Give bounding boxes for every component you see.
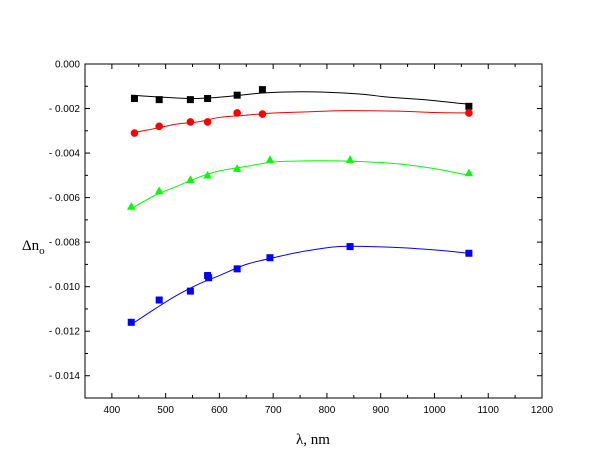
data-point-3 <box>155 296 163 304</box>
data-point-0 <box>258 86 266 94</box>
data-point-1 <box>155 122 163 131</box>
data-point-3 <box>186 287 194 295</box>
y-tick-labels: 0.000 - 0.002 - 0.004 - 0.006 - 0.008 - 0.010… <box>49 60 81 383</box>
data-point-3 <box>266 254 274 262</box>
data-point-2 <box>186 175 195 183</box>
y-tick-label: - 0.004 <box>49 149 81 160</box>
x-axis-label: λ, nm <box>296 432 330 448</box>
x-tick-label: 600 <box>211 405 228 416</box>
fit-curves <box>130 91 469 325</box>
y-tick-label: - 0.008 <box>49 238 81 249</box>
data-point-2 <box>127 202 136 210</box>
data-point-2 <box>345 155 355 163</box>
data-point-0 <box>130 95 138 103</box>
data-point-3 <box>127 318 135 326</box>
x-tick-labels: 400 500 600 700 800 900 1000 1100 1200 <box>104 405 554 416</box>
data-point-1 <box>233 109 241 117</box>
data-point-0 <box>204 95 212 103</box>
data-point-1 <box>203 118 212 126</box>
data-point-3 <box>233 265 241 273</box>
axis-ticks <box>84 63 543 399</box>
x-tick-label: 400 <box>104 405 121 416</box>
y-tick-label: - 0.014 <box>49 371 81 382</box>
x-tick-label: 800 <box>319 405 336 416</box>
fit-curve-2 <box>130 160 469 210</box>
data-point-1 <box>258 110 267 118</box>
data-point-3 <box>465 249 473 257</box>
data-point-2 <box>464 168 474 177</box>
x-tick-label: 1100 <box>477 405 499 416</box>
y-axis-label-main: Δn <box>22 238 40 254</box>
plot-frame <box>84 63 543 399</box>
y-axis-label-subscript: o <box>39 245 45 257</box>
data-point-2 <box>265 155 275 163</box>
data-point-0 <box>233 91 241 99</box>
data-point-2 <box>154 186 164 195</box>
data-point-1 <box>186 118 195 126</box>
fit-curve-1 <box>131 110 469 134</box>
data-point-0 <box>155 96 163 104</box>
data-point-0 <box>465 102 473 110</box>
fit-curve-0 <box>131 91 469 105</box>
y-axis-label: Δno <box>22 238 45 257</box>
x-tick-label: 700 <box>265 405 282 416</box>
data-point-3 <box>346 243 354 251</box>
data-point-2 <box>203 170 212 179</box>
y-tick-label: - 0.010 <box>49 282 81 293</box>
data-markers <box>127 86 474 326</box>
y-tick-label: - 0.002 <box>49 104 81 115</box>
x-tick-label: 1000 <box>423 405 446 416</box>
x-tick-label: 900 <box>372 405 389 416</box>
fit-curve-3 <box>130 245 469 325</box>
data-point-1 <box>130 129 139 137</box>
data-point-0 <box>186 96 194 104</box>
y-tick-label: 0.000 <box>55 60 80 71</box>
x-tick-label: 1200 <box>531 405 554 416</box>
y-tick-label: - 0.012 <box>49 327 81 338</box>
data-point-3 <box>205 274 213 282</box>
y-tick-label: - 0.006 <box>49 193 81 204</box>
data-point-1 <box>465 109 473 117</box>
x-tick-label: 500 <box>157 405 174 416</box>
data-point-2 <box>232 164 242 172</box>
